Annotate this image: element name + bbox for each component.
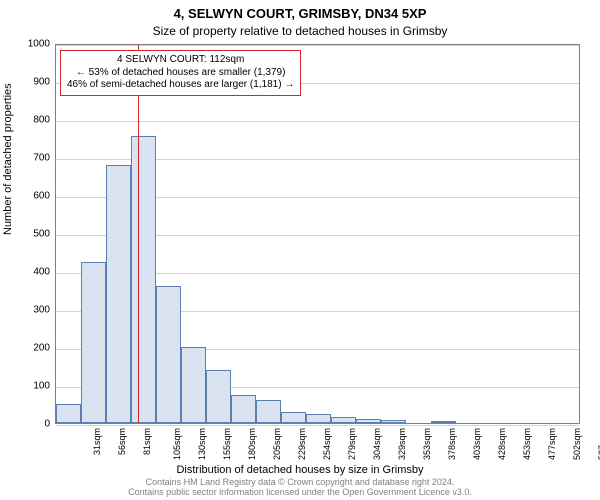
gridline <box>56 121 579 122</box>
x-tick: 279sqm <box>347 428 357 460</box>
y-tick: 300 <box>10 305 50 316</box>
x-tick: 180sqm <box>247 428 257 460</box>
x-tick: 329sqm <box>397 428 407 460</box>
histogram-bar <box>81 262 106 424</box>
chart-title-line2: Size of property relative to detached ho… <box>0 24 600 38</box>
histogram-bar <box>431 421 456 423</box>
y-tick: 600 <box>10 191 50 202</box>
histogram-bar <box>106 165 131 423</box>
x-tick: 453sqm <box>522 428 532 460</box>
histogram-bar <box>231 395 256 424</box>
histogram-bar <box>331 417 356 423</box>
histogram-bar <box>381 420 406 423</box>
chart-title-line1: 4, SELWYN COURT, GRIMSBY, DN34 5XP <box>0 6 600 21</box>
x-tick: 378sqm <box>447 428 457 460</box>
x-tick: 31sqm <box>92 428 102 455</box>
x-tick: 477sqm <box>547 428 557 460</box>
x-tick: 353sqm <box>422 428 432 460</box>
y-tick: 200 <box>10 343 50 354</box>
histogram-chart: 4, SELWYN COURT, GRIMSBY, DN34 5XP Size … <box>0 0 600 500</box>
x-tick: 130sqm <box>197 428 207 460</box>
y-tick: 800 <box>10 115 50 126</box>
x-tick: 428sqm <box>497 428 507 460</box>
annotation-line: 46% of semi-detached houses are larger (… <box>67 79 294 92</box>
plot-area <box>55 44 580 424</box>
histogram-bar <box>206 370 231 423</box>
histogram-bar <box>281 412 306 423</box>
y-tick: 100 <box>10 381 50 392</box>
histogram-bar <box>156 286 181 423</box>
x-tick: 81sqm <box>142 428 152 455</box>
histogram-bar <box>181 347 206 423</box>
x-tick: 502sqm <box>572 428 582 460</box>
x-tick: 527sqm <box>597 428 600 460</box>
x-tick: 304sqm <box>372 428 382 460</box>
x-tick: 155sqm <box>222 428 232 460</box>
x-tick: 254sqm <box>322 428 332 460</box>
histogram-bar <box>131 136 156 423</box>
chart-footer: Contains HM Land Registry data © Crown c… <box>0 478 600 498</box>
histogram-bar <box>356 419 381 423</box>
y-tick: 0 <box>10 419 50 430</box>
y-tick: 500 <box>10 229 50 240</box>
gridline <box>56 45 579 46</box>
reference-line <box>138 45 139 423</box>
x-axis-label: Distribution of detached houses by size … <box>0 464 600 476</box>
annotation-line: ← 53% of detached houses are smaller (1,… <box>67 67 294 80</box>
gridline <box>56 425 579 426</box>
footer-line2: Contains public sector information licen… <box>0 488 600 498</box>
x-tick: 229sqm <box>297 428 307 460</box>
x-tick: 105sqm <box>172 428 182 460</box>
y-tick: 1000 <box>10 39 50 50</box>
histogram-bar <box>306 414 331 424</box>
x-tick: 56sqm <box>117 428 127 455</box>
annotation-line: 4 SELWYN COURT: 112sqm <box>67 54 294 67</box>
histogram-bar <box>256 400 281 423</box>
x-tick: 205sqm <box>272 428 282 460</box>
annotation-callout: 4 SELWYN COURT: 112sqm← 53% of detached … <box>60 50 301 96</box>
y-tick: 900 <box>10 77 50 88</box>
y-tick: 700 <box>10 153 50 164</box>
histogram-bar <box>56 404 81 423</box>
y-tick: 400 <box>10 267 50 278</box>
x-tick: 403sqm <box>472 428 482 460</box>
